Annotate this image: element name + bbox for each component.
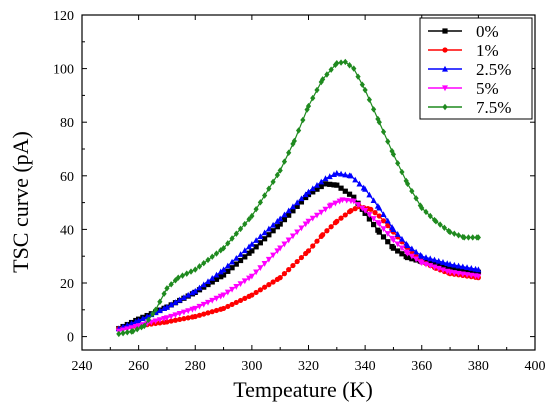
data-point xyxy=(214,250,219,256)
y-tick-label: 0 xyxy=(67,331,74,346)
x-tick-label: 260 xyxy=(128,359,149,374)
data-point xyxy=(314,239,319,244)
data-point xyxy=(184,270,189,276)
data-point xyxy=(296,127,301,133)
data-point xyxy=(338,216,343,221)
data-point xyxy=(314,213,320,219)
series-2.5% xyxy=(116,170,482,331)
data-point xyxy=(371,222,376,227)
data-point xyxy=(197,263,202,269)
data-point xyxy=(320,232,325,237)
data-point xyxy=(306,248,311,253)
legend-label: 1% xyxy=(476,41,499,60)
legend-label: 0% xyxy=(476,22,499,41)
x-tick-label: 300 xyxy=(241,359,262,374)
data-point xyxy=(193,266,198,272)
data-point xyxy=(324,228,329,233)
data-point xyxy=(282,158,287,164)
data-point xyxy=(385,138,390,144)
data-point xyxy=(290,263,295,268)
y-tick-label: 60 xyxy=(60,170,74,185)
legend-label: 5% xyxy=(476,79,499,98)
data-point xyxy=(278,275,283,280)
x-axis-label: Tempeature (K) xyxy=(233,377,373,402)
data-point xyxy=(371,106,376,112)
data-point xyxy=(282,271,287,276)
data-point xyxy=(329,224,334,229)
data-point xyxy=(116,331,121,337)
data-point xyxy=(372,210,377,215)
legend-label: 7.5% xyxy=(476,98,511,117)
data-point xyxy=(286,267,291,272)
legend: 0%1%2.5%5%7.5% xyxy=(420,18,532,119)
data-point xyxy=(201,260,206,266)
y-tick-label: 20 xyxy=(60,277,74,292)
legend-marker xyxy=(442,28,447,33)
data-point xyxy=(334,219,339,224)
y-tick-label: 40 xyxy=(60,223,74,238)
x-tick-label: 380 xyxy=(468,359,489,374)
data-point xyxy=(125,329,130,335)
data-point xyxy=(318,210,324,216)
data-point xyxy=(385,239,390,244)
data-point xyxy=(381,129,386,135)
data-point xyxy=(188,268,193,274)
data-point xyxy=(399,169,404,175)
data-point xyxy=(180,272,185,278)
data-point xyxy=(343,59,348,65)
y-tick-label: 80 xyxy=(60,116,74,131)
x-tick-label: 360 xyxy=(411,359,432,374)
data-point xyxy=(377,229,382,234)
x-tick-label: 240 xyxy=(72,359,93,374)
data-point xyxy=(322,207,328,213)
series-1% xyxy=(116,204,481,331)
data-point xyxy=(282,217,287,222)
data-point xyxy=(310,243,315,248)
data-point xyxy=(456,232,461,238)
x-tick-label: 340 xyxy=(355,359,376,374)
data-point xyxy=(442,225,447,231)
data-point xyxy=(452,230,457,236)
legend-label: 2.5% xyxy=(476,60,511,79)
data-point xyxy=(343,212,348,217)
data-point xyxy=(205,257,210,263)
data-point xyxy=(395,160,400,166)
data-point xyxy=(300,117,305,123)
series-line xyxy=(119,207,479,329)
legend-marker xyxy=(442,47,447,52)
data-point xyxy=(347,62,352,68)
y-tick-label: 120 xyxy=(53,9,74,24)
data-point xyxy=(381,234,386,239)
data-point xyxy=(286,150,291,156)
data-point xyxy=(438,221,443,227)
data-point xyxy=(367,96,372,102)
series-5% xyxy=(116,197,482,334)
x-tick-label: 400 xyxy=(525,359,546,374)
x-tick-label: 320 xyxy=(298,359,319,374)
data-point xyxy=(338,59,343,65)
x-tick-label: 280 xyxy=(185,359,206,374)
y-tick-label: 100 xyxy=(53,63,74,78)
y-axis-label: TSC curve (pA) xyxy=(8,131,33,273)
data-point xyxy=(210,254,215,260)
data-point xyxy=(368,207,373,212)
data-point xyxy=(310,216,316,222)
data-point xyxy=(295,259,300,264)
data-point xyxy=(299,255,304,260)
